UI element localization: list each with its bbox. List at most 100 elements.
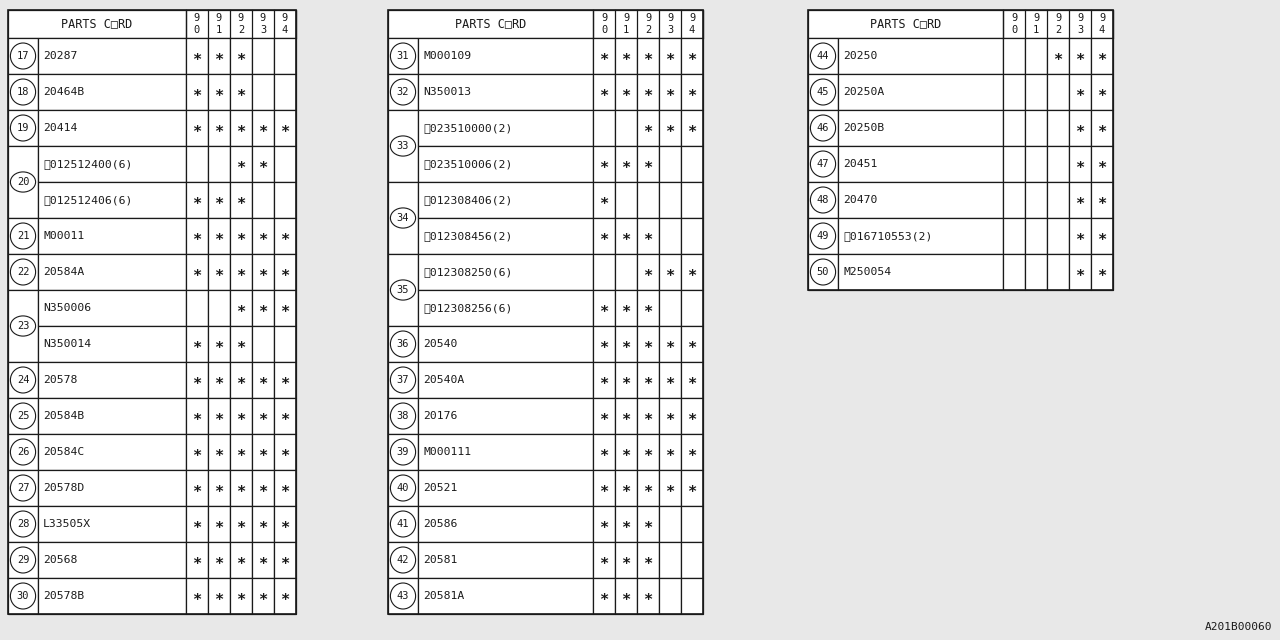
Text: ∗: ∗	[644, 228, 653, 243]
Bar	[252, 290, 274, 326]
Text: ∗: ∗	[215, 516, 224, 531]
Text: Ⓑ012512406(6): Ⓑ012512406(6)	[44, 195, 132, 205]
Text: ∗: ∗	[215, 372, 224, 387]
Bar	[593, 398, 614, 434]
Bar	[388, 398, 419, 434]
Bar	[419, 470, 593, 506]
Text: 1: 1	[216, 25, 223, 35]
Text: 4: 4	[282, 25, 288, 35]
Text: ∗: ∗	[237, 337, 246, 351]
Bar	[388, 542, 419, 578]
Text: ∗: ∗	[599, 84, 608, 99]
Text: PARTS C□RD: PARTS C□RD	[454, 17, 526, 31]
Text: ∗: ∗	[215, 552, 224, 568]
Bar	[38, 542, 186, 578]
Text: ∗: ∗	[237, 264, 246, 280]
Bar	[614, 434, 637, 470]
Text: ∗: ∗	[215, 264, 224, 280]
Text: ∗: ∗	[280, 481, 289, 495]
Ellipse shape	[10, 316, 36, 336]
Bar	[637, 290, 659, 326]
Bar	[38, 470, 186, 506]
Bar	[388, 110, 419, 182]
Bar	[1004, 110, 1025, 146]
Text: ∗: ∗	[644, 372, 653, 387]
Text: 28: 28	[17, 519, 29, 529]
Bar	[838, 254, 1004, 290]
Bar	[637, 182, 659, 218]
Text: ∗: ∗	[644, 516, 653, 531]
Text: ∗: ∗	[259, 301, 268, 316]
Text: 2: 2	[645, 25, 652, 35]
Text: ∗: ∗	[1075, 193, 1084, 207]
Text: ∗: ∗	[666, 120, 675, 136]
Text: Ⓝ023510000(2): Ⓝ023510000(2)	[422, 123, 512, 133]
Bar	[593, 38, 614, 74]
Bar	[681, 218, 703, 254]
Bar	[230, 146, 252, 182]
Bar	[614, 38, 637, 74]
Text: Ⓝ023510006(2): Ⓝ023510006(2)	[422, 159, 512, 169]
Text: ∗: ∗	[599, 408, 608, 424]
Text: ∗: ∗	[687, 372, 696, 387]
Text: 1: 1	[623, 25, 630, 35]
Text: 20568: 20568	[44, 555, 77, 565]
Bar	[8, 434, 38, 470]
Text: 4: 4	[689, 25, 695, 35]
Text: 0: 0	[193, 25, 200, 35]
Bar	[659, 182, 681, 218]
Text: ∗: ∗	[280, 516, 289, 531]
Bar	[207, 254, 230, 290]
Bar	[614, 290, 637, 326]
Bar	[659, 74, 681, 110]
Bar	[274, 434, 296, 470]
Text: 20581: 20581	[422, 555, 457, 565]
Text: Ⓑ012308456(2): Ⓑ012308456(2)	[422, 231, 512, 241]
Bar	[252, 218, 274, 254]
Bar	[388, 74, 419, 110]
Bar	[207, 110, 230, 146]
Bar	[1047, 110, 1069, 146]
Bar	[1069, 182, 1091, 218]
Bar	[388, 434, 419, 470]
Bar	[681, 362, 703, 398]
Bar	[808, 182, 838, 218]
Bar	[808, 254, 838, 290]
Text: L33505X: L33505X	[44, 519, 91, 529]
Text: 37: 37	[397, 375, 410, 385]
Text: ∗: ∗	[621, 516, 631, 531]
Text: 29: 29	[17, 555, 29, 565]
Ellipse shape	[10, 367, 36, 393]
Text: 20250B: 20250B	[844, 123, 884, 133]
Text: 45: 45	[817, 87, 829, 97]
Ellipse shape	[10, 475, 36, 501]
Ellipse shape	[810, 187, 836, 213]
Bar	[681, 74, 703, 110]
Text: 24: 24	[17, 375, 29, 385]
Text: ∗: ∗	[237, 372, 246, 387]
Bar	[637, 146, 659, 182]
Bar	[274, 218, 296, 254]
Bar	[419, 578, 593, 614]
Bar	[207, 506, 230, 542]
Text: ∗: ∗	[621, 157, 631, 172]
Text: ∗: ∗	[599, 228, 608, 243]
Bar	[1025, 38, 1047, 74]
Bar	[1091, 218, 1114, 254]
Bar	[1025, 254, 1047, 290]
Text: ∗: ∗	[259, 264, 268, 280]
Bar	[419, 290, 593, 326]
Bar	[8, 146, 38, 218]
Bar	[252, 542, 274, 578]
Text: 9: 9	[1055, 13, 1061, 24]
Bar	[207, 182, 230, 218]
Bar	[808, 146, 838, 182]
Bar	[681, 182, 703, 218]
Text: 9: 9	[689, 13, 695, 24]
Bar	[659, 38, 681, 74]
Text: 20584A: 20584A	[44, 267, 84, 277]
Text: ∗: ∗	[237, 516, 246, 531]
Bar	[419, 506, 593, 542]
Bar	[593, 110, 614, 146]
Bar	[38, 38, 186, 74]
